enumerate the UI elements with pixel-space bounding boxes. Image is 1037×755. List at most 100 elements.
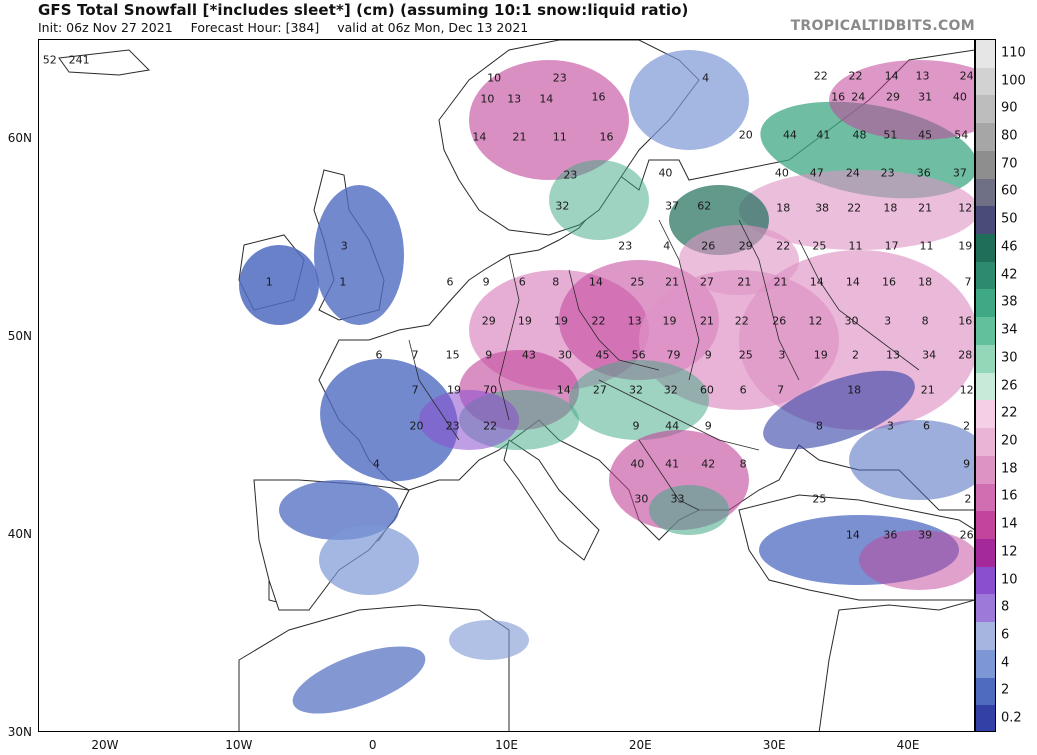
border-line (638, 439, 700, 511)
snowfall-value: 70 (483, 383, 498, 397)
snowfall-region (449, 620, 529, 660)
colorbar-segment (976, 705, 995, 731)
snowfall-value: 20 (738, 128, 753, 142)
colorbar-label: 50 (1001, 211, 1018, 227)
snowfall-value: 14 (556, 383, 571, 397)
middle-east (818, 599, 974, 731)
snowfall-value: 4 (372, 457, 380, 471)
colorbar-label: 60 (1001, 183, 1018, 199)
colorbar-label: 6 (1001, 627, 1010, 643)
colorbar-segment (976, 428, 995, 456)
snowfall-value: 7 (411, 348, 419, 362)
snowfall-value: 21 (773, 275, 788, 289)
snowfall-value: 17 (884, 239, 899, 253)
snowfall-value: 18 (776, 201, 791, 215)
snowfall-value: 48 (852, 128, 867, 142)
snowfall-value: 7 (411, 383, 419, 397)
snowfall-value: 32 (663, 383, 678, 397)
snowfall-value: 54 (954, 128, 969, 142)
colorbar-label: 18 (1001, 461, 1018, 477)
colorbar-label: 80 (1001, 128, 1018, 144)
colorbar-label: 10 (1001, 572, 1018, 588)
snowfall-value: 19 (554, 314, 569, 328)
snowfall-value: 6 (375, 348, 383, 362)
latitude-label: 50N (7, 329, 32, 343)
snowfall-value: 13 (507, 92, 522, 106)
snowfall-value: 41 (665, 457, 680, 471)
snowfall-value: 14 (884, 69, 899, 83)
colorbar-segment (976, 483, 995, 512)
snowfall-value: 8 (921, 314, 929, 328)
snowfall-value: 30 (558, 348, 573, 362)
snowfall-value: 6 (922, 419, 930, 433)
snowfall-value: 9 (963, 457, 971, 471)
snowfall-value: 45 (595, 348, 610, 362)
snowfall-value: 36 (883, 528, 898, 542)
snowfall-value: 22 (776, 239, 791, 253)
snowfall-value: 6 (518, 275, 526, 289)
snowfall-value: 25 (812, 239, 827, 253)
snowfall-value: 14 (845, 275, 860, 289)
latitude-label: 40N (7, 527, 32, 541)
snowfall-value: 24 (851, 90, 866, 104)
snowfall-value: 12 (808, 314, 823, 328)
snowfall-value: 21 (918, 201, 933, 215)
snowfall-value: 40 (774, 166, 789, 180)
colorbar-segment (976, 649, 995, 678)
map-canvas (58, 40, 974, 731)
snowfall-value: 9 (704, 419, 712, 433)
snowfall-value: 22 (847, 201, 862, 215)
snowfall-value: 2 (964, 492, 972, 506)
snowfall-value: 13 (627, 314, 642, 328)
colorbar-segment (976, 622, 995, 650)
country-borders (408, 219, 920, 511)
snowfall-value: 14 (588, 275, 603, 289)
snowfall-value: 34 (922, 348, 937, 362)
snowfall-value: 39 (918, 528, 933, 542)
colorbar-label: 0.2 (1001, 710, 1022, 726)
snowfall-value: 23 (880, 166, 895, 180)
snowfall-value: 6 (739, 383, 747, 397)
border-line (568, 269, 660, 371)
colorbar-segment (976, 206, 995, 235)
snowfall-value: 10 (487, 71, 502, 85)
snowfall-value: 20 (409, 419, 424, 433)
colorbar-label: 46 (1001, 239, 1018, 255)
colorbar-segment (976, 511, 995, 539)
snowfall-value: 9 (704, 348, 712, 362)
snowfall-value: 18 (847, 383, 862, 397)
snowfall-value: 21 (699, 314, 714, 328)
colorbar (975, 39, 996, 732)
latitude-label: 60N (7, 131, 32, 145)
colorbar-label: 2 (1001, 682, 1010, 698)
snowfall-value: 14 (539, 92, 554, 106)
snowfall-value: 37 (952, 166, 967, 180)
snowfall-value: 9 (632, 419, 640, 433)
border-line (738, 219, 800, 381)
longitude-label: 20E (628, 738, 652, 752)
snowfall-value: 3 (886, 419, 894, 433)
snowfall-region (739, 250, 974, 430)
snowfall-value: 52 (42, 53, 57, 67)
snowfall-value: 32 (629, 383, 643, 397)
snowfall-value: 30 (844, 314, 859, 328)
snowfall-value: 3 (340, 239, 348, 253)
snowfall-region (763, 370, 915, 450)
longitude-label: 10E (495, 738, 518, 752)
snowfall-value: 27 (699, 275, 714, 289)
snowfall-value: 1 (265, 275, 273, 289)
snowfall-value: 62 (697, 199, 712, 213)
snowfall-value: 1 (339, 275, 347, 289)
colorbar-segment (976, 455, 995, 484)
snowfall-value: 11 (552, 130, 567, 144)
snowfall-value: 22 (734, 314, 749, 328)
colorbar-segment (976, 289, 995, 318)
snowfall-value: 29 (886, 90, 900, 104)
colorbar-label: 70 (1001, 156, 1018, 172)
snowfall-value: 41 (816, 128, 831, 142)
snowfall-value: 14 (845, 528, 860, 542)
snowfall-value: 7 (777, 383, 785, 397)
snowfall-value: 19 (446, 383, 461, 397)
snowfall-value: 22 (483, 419, 498, 433)
colorbar-segment (976, 400, 995, 429)
